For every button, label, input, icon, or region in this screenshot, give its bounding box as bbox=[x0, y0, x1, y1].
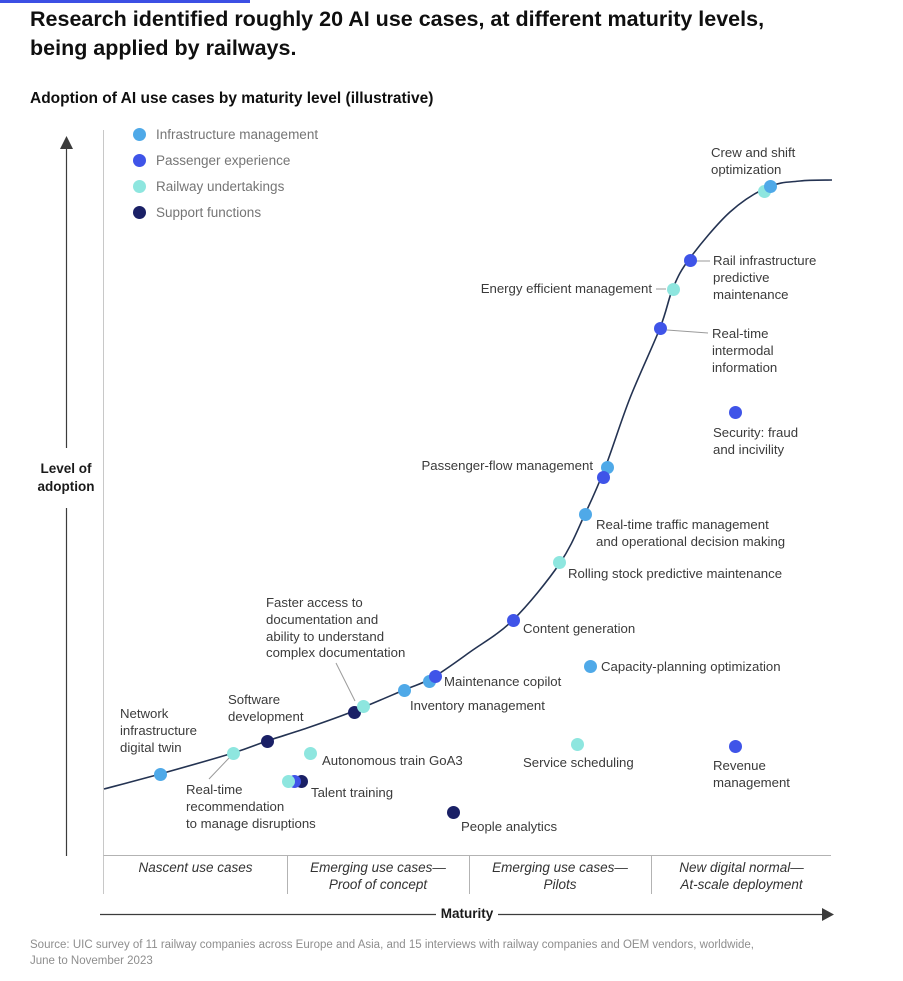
support-dot-icon bbox=[133, 205, 146, 219]
legend-label: Passenger experience bbox=[156, 152, 291, 168]
legend-item-passenger: Passenger experience bbox=[133, 152, 318, 168]
x-axis-label: Maturity bbox=[440, 906, 494, 921]
stage-label-nascent: Nascent use cases bbox=[138, 860, 253, 875]
legend-label: Infrastructure management bbox=[156, 126, 319, 142]
x-axis-arrowhead-icon bbox=[822, 908, 834, 921]
legend-item-infrastructure: Infrastructure management bbox=[133, 126, 319, 142]
chart-title: Adoption of AI use cases by maturity lev… bbox=[30, 90, 434, 107]
stage-label-proof-of-concept: Emerging use cases— Proof of concept bbox=[310, 860, 446, 892]
legend-item-support: Support functions bbox=[133, 204, 318, 220]
y-axis-arrowhead-icon bbox=[60, 136, 73, 149]
railway-dot-icon bbox=[133, 179, 146, 193]
adoption-curve bbox=[103, 179, 833, 790]
source-note: Source: UIC survey of 11 railway compani… bbox=[30, 939, 754, 968]
passenger-dot-icon bbox=[133, 153, 146, 167]
connector-real-time-intermodal-information bbox=[666, 329, 709, 334]
stage-label-pilots: Emerging use cases— Pilots bbox=[492, 860, 628, 892]
stage-label-at-scale: New digital normal— At-scale deployment bbox=[679, 860, 804, 892]
legend-label: Support functions bbox=[156, 204, 262, 220]
y-axis-label: Level of adoption bbox=[37, 461, 95, 494]
accent-bar bbox=[0, 0, 250, 3]
connectors bbox=[208, 260, 710, 780]
connector-faster-access-documentation bbox=[335, 662, 356, 702]
legend-item-railway: Railway undertakings bbox=[133, 178, 318, 194]
page-title: Research identified roughly 20 AI use ca… bbox=[30, 7, 765, 60]
connector-real-time-recommendation bbox=[208, 757, 230, 780]
infrastructure-dot-icon bbox=[133, 127, 146, 141]
legend: Infrastructure management Passenger expe… bbox=[133, 126, 319, 220]
legend-label: Railway undertakings bbox=[156, 178, 285, 194]
